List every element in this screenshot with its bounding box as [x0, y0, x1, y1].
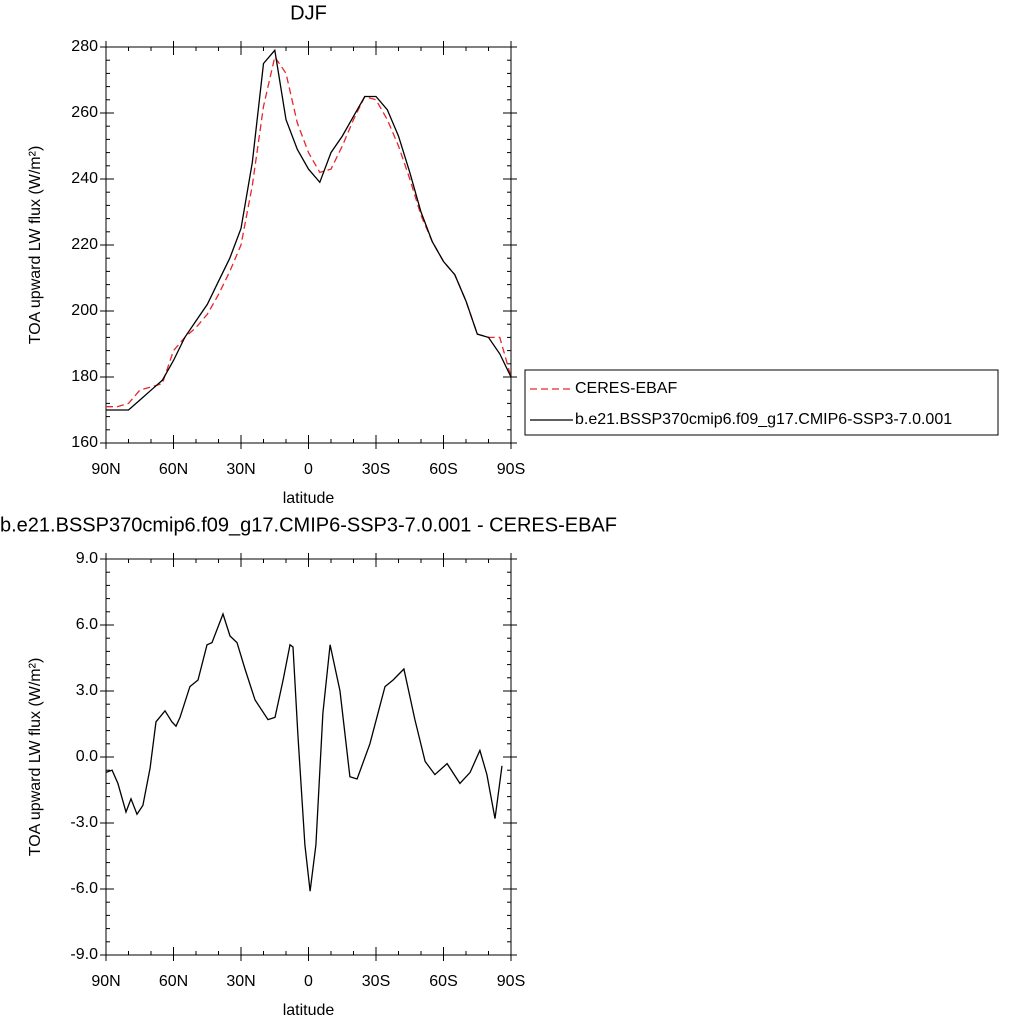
plot-frame — [105, 558, 512, 956]
y-tick-label: 260 — [71, 104, 98, 121]
legend-label: b.e21.BSSP370cmip6.f09_g17.CMIP6-SSP3-7.… — [575, 411, 952, 428]
legend-label: CERES-EBAF — [575, 380, 677, 397]
y-tick-label: 160 — [71, 434, 98, 451]
legend-box — [524, 369, 999, 436]
y-tick-label: 0.0 — [76, 748, 98, 765]
x-axis-label: latitude — [283, 490, 335, 507]
x-tick-label: 30N — [226, 973, 255, 990]
y-tick-label: -6.0 — [70, 880, 98, 897]
x-tick-label: 30S — [362, 973, 390, 990]
y-tick-label: 280 — [71, 38, 98, 55]
y-tick-label: 220 — [71, 236, 98, 253]
data-line — [106, 55, 512, 408]
x-tick-label: 60S — [429, 461, 457, 478]
x-tick-label: 60N — [159, 461, 188, 478]
chart-title: b.e21.BSSP370cmip6.f09_g17.CMIP6-SSP3-7.… — [0, 514, 617, 536]
y-tick-label: 3.0 — [76, 682, 98, 699]
chart-title: DJF — [290, 2, 327, 24]
x-tick-label: 60S — [429, 973, 457, 990]
y-tick-label: 6.0 — [76, 616, 98, 633]
x-tick-label: 90N — [91, 461, 120, 478]
y-tick-label: -3.0 — [70, 814, 98, 831]
y-tick-label: 9.0 — [76, 550, 98, 567]
y-tick-label: 240 — [71, 170, 98, 187]
x-tick-label: 60N — [159, 973, 188, 990]
x-tick-label: 30S — [362, 461, 390, 478]
y-tick-label: 200 — [71, 302, 98, 319]
x-tick-label: 90S — [497, 973, 525, 990]
data-line — [105, 612, 503, 892]
x-tick-label: 0 — [304, 973, 313, 990]
data-line — [106, 48, 512, 411]
y-axis-label: TOA upward LW flux (W/m²) — [27, 146, 44, 345]
plot-frame — [105, 46, 512, 444]
x-tick-label: 30N — [226, 461, 255, 478]
y-tick-label: -9.0 — [70, 946, 98, 963]
y-axis-label: TOA upward LW flux (W/m²) — [27, 658, 44, 857]
y-tick-label: 180 — [71, 368, 98, 385]
x-axis-label: latitude — [283, 1002, 335, 1019]
x-tick-label: 90S — [497, 461, 525, 478]
x-tick-label: 0 — [304, 461, 313, 478]
x-tick-label: 90N — [91, 973, 120, 990]
